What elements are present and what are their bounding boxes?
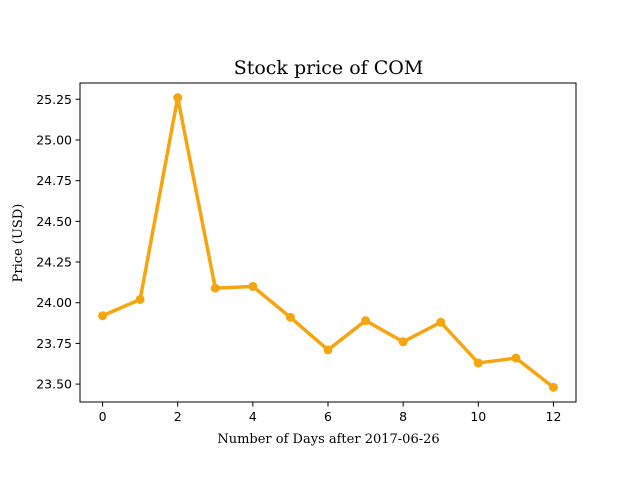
y-tick-label: 24.25 xyxy=(36,255,72,270)
y-tick-label: 25.00 xyxy=(36,132,72,147)
chart-title: Stock price of COM xyxy=(234,57,424,79)
x-tick-label: 2 xyxy=(174,409,182,424)
data-point xyxy=(248,281,258,291)
y-tick-label: 24.75 xyxy=(36,173,72,188)
x-tick-label: 8 xyxy=(399,409,407,424)
data-point xyxy=(135,294,145,304)
y-tick-label: 24.50 xyxy=(36,214,72,229)
data-point xyxy=(436,317,446,327)
x-tick-label: 0 xyxy=(99,409,107,424)
y-axis-label: Price (USD) xyxy=(11,204,26,283)
y-tick-label: 23.75 xyxy=(36,336,72,351)
x-axis-label: Number of Days after 2017-06-26 xyxy=(217,432,439,447)
data-point xyxy=(323,345,333,355)
y-tick-label: 23.50 xyxy=(36,377,72,392)
x-tick-label: 10 xyxy=(470,409,486,424)
data-point xyxy=(473,358,483,368)
data-point xyxy=(548,382,558,392)
plot-area: 0 2 4 6 8 10 12 23.50 23.75 24.00 24.25 24.50 24.75 2… xyxy=(36,82,577,424)
x-tick-label: 6 xyxy=(324,409,332,424)
y-tick-label: 25.25 xyxy=(36,92,72,107)
data-point xyxy=(285,312,295,322)
x-tick-label: 4 xyxy=(249,409,257,424)
data-point xyxy=(511,353,521,363)
data-point xyxy=(361,316,371,326)
data-point xyxy=(173,93,183,103)
data-point xyxy=(398,337,408,347)
data-point xyxy=(98,311,108,321)
y-tick-label: 24.00 xyxy=(36,295,72,310)
data-point xyxy=(210,283,220,293)
x-tick-label: 12 xyxy=(546,409,562,424)
